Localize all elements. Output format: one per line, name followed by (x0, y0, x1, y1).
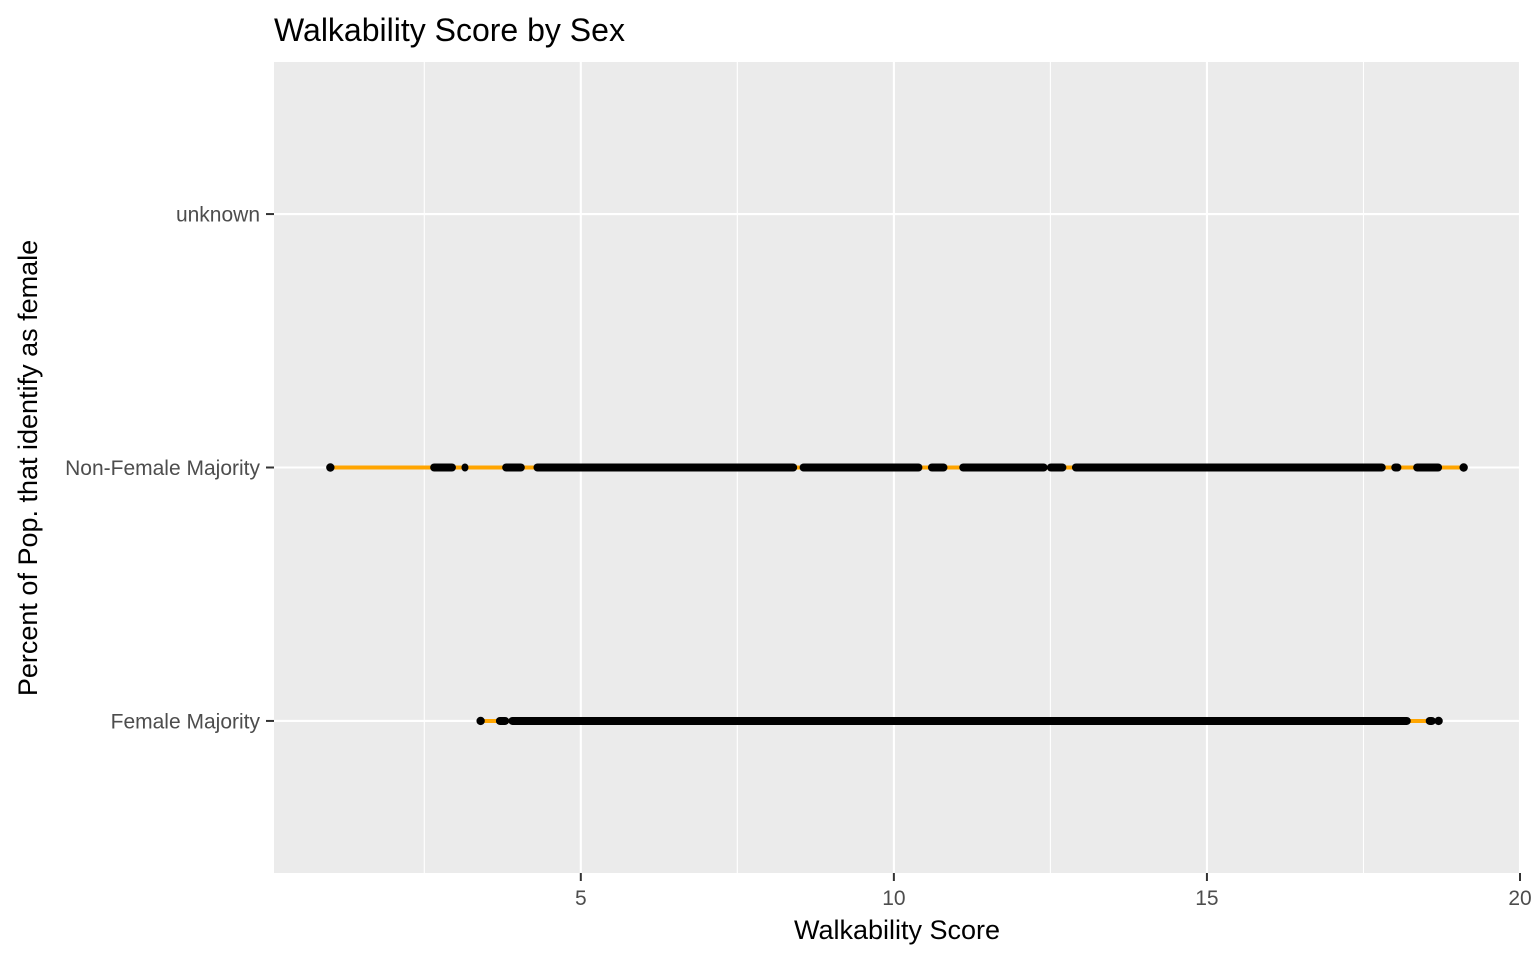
x-axis: 5 10 15 20 (575, 873, 1532, 910)
series-non-female-majority (326, 463, 1468, 472)
x-tick-label-0: 5 (575, 887, 587, 910)
y-axis-title: Percent of Pop. that identify as female (13, 240, 43, 696)
point-cluster-10 (1413, 463, 1443, 472)
data-point-0 (476, 716, 485, 726)
point-cluster-1 (508, 716, 1411, 725)
point-cluster-9 (1391, 463, 1402, 472)
y-tick-label-1: Non-Female Majority (65, 457, 260, 480)
data-point-0 (326, 463, 335, 472)
y-tick-label-0: Female Majority (111, 710, 261, 733)
point-cluster-6 (959, 463, 1048, 472)
x-tick-label-2: 15 (1195, 887, 1218, 910)
point-cluster-0 (430, 463, 456, 472)
chart-title: Walkability Score by Sex (274, 12, 625, 48)
series-layer (326, 463, 1468, 726)
x-tick-label-1: 10 (882, 887, 905, 910)
series-female-majority (476, 716, 1443, 726)
x-tick-label-3: 20 (1508, 887, 1531, 910)
point-cluster-5 (927, 463, 948, 472)
point-cluster-2 (502, 463, 525, 472)
point-cluster-7 (1046, 463, 1067, 472)
y-axis: Female Majority Non-Female Majority unknow… (65, 204, 274, 733)
point-cluster-0 (495, 716, 510, 725)
point-cluster-8 (1071, 463, 1386, 472)
data-point-1 (1434, 716, 1443, 726)
point-cluster-1 (461, 463, 469, 472)
data-point-1 (1459, 463, 1468, 472)
x-axis-title: Walkability Score (794, 915, 1000, 945)
y-tick-label-2: unknown (176, 204, 260, 227)
point-cluster-3 (533, 463, 798, 472)
point-cluster-4 (799, 463, 923, 472)
point-cluster-2 (1425, 716, 1436, 725)
